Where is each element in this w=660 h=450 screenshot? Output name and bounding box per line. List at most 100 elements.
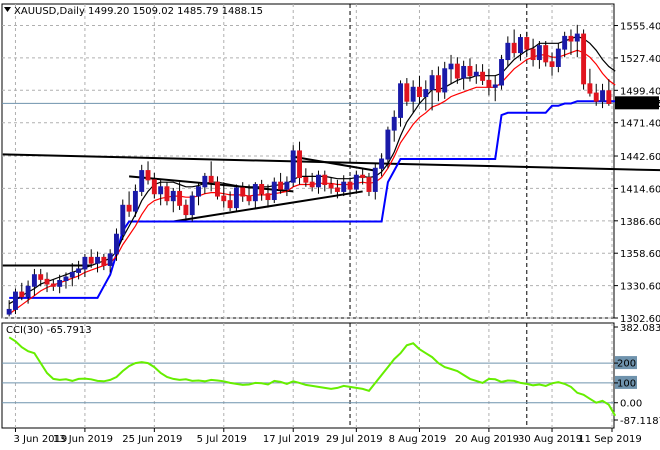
- candle-body: [423, 89, 429, 98]
- cci-y-tick-label: -87.1187: [620, 416, 660, 427]
- candle-body: [151, 179, 157, 195]
- candle-body: [410, 86, 416, 102]
- candle-body: [536, 45, 542, 61]
- candle-body: [391, 116, 397, 131]
- candle-body: [158, 186, 164, 195]
- candle-body: [353, 174, 359, 190]
- candle-body: [448, 63, 454, 70]
- candle-body: [13, 291, 18, 310]
- x-tick-label: 11 Sep 2019: [578, 434, 641, 445]
- trendline: [293, 155, 376, 172]
- candle-body: [284, 181, 290, 190]
- candle-body: [486, 79, 492, 88]
- ohlc-values: 1499.20 1509.02 1485.79 1488.15: [88, 6, 263, 17]
- current-price-tag-label: 1488.15: [618, 99, 660, 110]
- candle-body: [309, 181, 315, 188]
- candle-body: [574, 33, 580, 42]
- y-tick-label: 1471.40: [620, 119, 660, 130]
- y-tick-label: 1414.60: [620, 184, 660, 195]
- candle-body: [316, 174, 321, 188]
- candle-body: [442, 68, 448, 93]
- candle-body: [252, 183, 258, 202]
- candle-body: [606, 90, 612, 104]
- cci-level-tag-label: 100: [617, 378, 636, 389]
- candle-body: [25, 285, 31, 298]
- candle-body: [341, 181, 347, 192]
- candle-body: [44, 278, 50, 285]
- cci-level-tag-label: 200: [617, 359, 636, 370]
- candle-body: [233, 187, 239, 209]
- current-price-tag: [615, 96, 659, 110]
- indicator-line: [8, 35, 616, 305]
- cci-line: [8, 336, 617, 417]
- candle-body: [145, 170, 151, 181]
- candle-body: [372, 167, 378, 192]
- cci-level-tag: [615, 356, 637, 370]
- candle-body: [398, 83, 403, 118]
- candle-body: [297, 150, 302, 179]
- cci-level-tag: [615, 375, 637, 389]
- candle-body: [63, 276, 69, 282]
- candle-body: [568, 35, 574, 42]
- candle-body: [221, 195, 227, 202]
- y-tick-label: 1386.60: [620, 217, 660, 228]
- candle-body: [278, 181, 284, 190]
- indicator-line: [9, 100, 616, 299]
- candle-body: [139, 170, 145, 192]
- candle-body: [271, 181, 277, 201]
- x-tick-label: 30 Aug 2019: [518, 434, 582, 445]
- candle-body: [334, 187, 340, 192]
- candle-body: [435, 75, 441, 93]
- y-tick-label: 1302.60: [620, 314, 660, 325]
- candle-body: [303, 177, 309, 183]
- candle-body: [76, 268, 82, 273]
- candle-body: [562, 35, 568, 50]
- x-tick-label: 20 Aug 2019: [455, 434, 519, 445]
- candle-body: [19, 291, 25, 298]
- candle-body: [69, 271, 75, 278]
- y-tick-label: 1499.40: [620, 86, 660, 97]
- candle-body: [183, 204, 189, 216]
- candle-body: [95, 256, 100, 264]
- candle-body: [549, 61, 555, 67]
- y-tick-label: 1442.60: [620, 152, 660, 163]
- y-tick-label: 1527.40: [620, 54, 660, 65]
- x-tick-label: 29 Jul 2019: [326, 434, 383, 445]
- x-tick-label: 17 Jul 2019: [263, 434, 320, 445]
- x-tick-label: 5 Jul 2019: [197, 434, 247, 445]
- candle-body: [461, 65, 467, 79]
- candle-body: [593, 92, 599, 102]
- candle-body: [114, 233, 119, 255]
- candle-body: [164, 186, 170, 202]
- candle-body: [543, 45, 549, 63]
- candle-body: [132, 190, 138, 212]
- candle-body: [31, 274, 37, 287]
- candle-body: [101, 256, 107, 266]
- x-tick-label: 13 Jun 2019: [53, 434, 113, 445]
- candle-body: [555, 48, 561, 67]
- candle-body: [467, 65, 473, 77]
- candle-body: [177, 190, 183, 206]
- candle-body: [170, 190, 176, 202]
- candle-body: [50, 283, 56, 287]
- candle-body: [473, 71, 479, 77]
- candle-body: [511, 42, 517, 54]
- candle-body: [417, 86, 422, 98]
- candle-body: [347, 181, 353, 190]
- candle-body: [581, 33, 587, 85]
- candle-body: [215, 181, 220, 197]
- candle-body: [290, 150, 296, 183]
- candle-body: [600, 90, 605, 102]
- candle-body: [454, 63, 460, 79]
- candle-body: [240, 187, 246, 197]
- candle-body: [227, 200, 233, 209]
- candle-body: [246, 195, 252, 202]
- candle-body: [208, 175, 214, 183]
- candle-body: [518, 37, 523, 54]
- candle-body: [189, 195, 195, 216]
- candle-body: [328, 183, 334, 189]
- chart-header: XAUUSD,Daily 1499.20 1509.02 1485.79 148…: [14, 6, 263, 17]
- candle-body: [360, 174, 366, 179]
